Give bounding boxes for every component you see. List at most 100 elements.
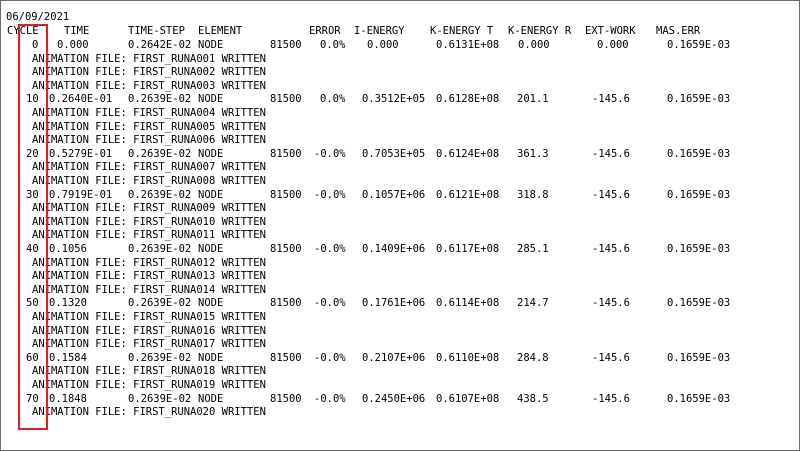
- cycle-row: 60 0.1584 0.2639E-02 NODE 81500 -0.0% 0.2107E+…: [0, 351, 800, 365]
- row-ext-work: -145.6: [592, 93, 630, 106]
- animation-file-message: ANIMATION FILE: FIRST_RUNA011 WRITTEN: [32, 229, 266, 242]
- animation-file-message: ANIMATION FILE: FIRST_RUNA017 WRITTEN: [32, 338, 266, 351]
- animation-file-message: ANIMATION FILE: FIRST_RUNA013 WRITTEN: [32, 270, 266, 283]
- run-date: 06/09/2021: [6, 11, 70, 23]
- row-k-energy-t: 0.6131E+08: [436, 39, 500, 51]
- row-k-energy-r: 284.8: [517, 351, 549, 364]
- row-i-energy: 0.000: [367, 39, 399, 51]
- row-error: -0.0%: [314, 147, 346, 160]
- row-error: -0.0%: [314, 243, 346, 255]
- row-k-energy-r: 0.000: [518, 39, 550, 51]
- row-error: -0.0%: [314, 392, 346, 405]
- row-mas-err: 0.1659E-03: [667, 392, 731, 405]
- cycle-column-highlight: [18, 24, 48, 430]
- row-node: 81500: [270, 147, 302, 160]
- row-k-energy-t: 0.6128E+08: [436, 93, 500, 106]
- row-time-step: 0.2639E-02: [128, 351, 192, 364]
- animation-file-message: ANIMATION FILE: FIRST_RUNA003 WRITTEN: [32, 79, 266, 92]
- row-time-step: 0.2639E-02: [128, 93, 192, 106]
- row-time-step: 0.2639E-02: [128, 147, 192, 160]
- row-time: 0.7919E-01: [49, 188, 113, 201]
- row-node: 81500: [270, 93, 302, 106]
- row-k-energy-r: 214.7: [517, 297, 549, 310]
- animation-file-message: ANIMATION FILE: FIRST_RUNA015 WRITTEN: [32, 311, 266, 323]
- row-node: 81500: [270, 39, 302, 51]
- row-time: 0.1848: [49, 392, 87, 405]
- row-error: -0.0%: [314, 188, 346, 201]
- row-k-energy-t: 0.6110E+08: [436, 351, 500, 364]
- row-time-step: 0.2639E-02: [128, 243, 192, 255]
- row-time: 0.000: [57, 39, 89, 51]
- cycle-row: 40 0.1056 0.2639E-02 NODE 81500 -0.0% 0.1409E+…: [0, 242, 800, 256]
- cycle-row: 50 0.1320 0.2639E-02 NODE 81500 -0.0% 0.1761E+…: [0, 296, 800, 310]
- header-i-energy: I-ENERGY: [354, 25, 405, 37]
- animation-file-message: ANIMATION FILE: FIRST_RUNA005 WRITTEN: [32, 120, 266, 133]
- animation-file-message: ANIMATION FILE: FIRST_RUNA012 WRITTEN: [32, 256, 266, 269]
- row-node: 81500: [270, 351, 302, 364]
- row-cycle: 20: [26, 147, 39, 160]
- row-error: 0.0%: [320, 39, 346, 51]
- row-mas-err: 0.1659E-03: [667, 243, 731, 255]
- row-time: 0.1584: [49, 351, 87, 364]
- row-i-energy: 0.2107E+06: [362, 351, 426, 364]
- header-k-energy-t: K-ENERGY T: [430, 25, 494, 37]
- row-k-energy-t: 0.6107E+08: [436, 392, 500, 405]
- row-k-energy-t: 0.6121E+08: [436, 188, 500, 201]
- header-k-energy-r: K-ENERGY R: [508, 25, 572, 37]
- row-time: 0.5279E-01: [49, 147, 113, 160]
- row-error: 0.0%: [320, 93, 346, 106]
- row-i-energy: 0.1409E+06: [362, 243, 426, 255]
- cycle-row: 70 0.1848 0.2639E-02 NODE 81500 -0.0% 0.2450E+…: [0, 392, 800, 406]
- header-ext-work: EXT-WORK: [585, 25, 636, 37]
- animation-file-message: ANIMATION FILE: FIRST_RUNA018 WRITTEN: [32, 365, 266, 378]
- header-error: ERROR: [309, 25, 341, 37]
- row-element: NODE: [198, 188, 224, 201]
- animation-file-message: ANIMATION FILE: FIRST_RUNA007 WRITTEN: [32, 161, 266, 174]
- row-time-step: 0.2639E-02: [128, 392, 192, 405]
- row-time: 0.2640E-01: [49, 93, 113, 106]
- animation-file-message: ANIMATION FILE: FIRST_RUNA020 WRITTEN: [32, 406, 266, 419]
- row-mas-err: 0.1659E-03: [667, 297, 731, 310]
- row-k-energy-t: 0.6114E+08: [436, 297, 500, 310]
- cycle-row: 10 0.2640E-01 0.2639E-02 NODE 81500 0.0% 0.351…: [0, 92, 800, 106]
- row-i-energy: 0.2450E+06: [362, 392, 426, 405]
- row-mas-err: 0.1659E-03: [667, 147, 731, 160]
- row-k-energy-r: 361.3: [517, 147, 549, 160]
- row-mas-err: 0.1659E-03: [667, 39, 731, 51]
- row-k-energy-r: 201.1: [517, 93, 549, 106]
- row-cycle: 60: [26, 351, 39, 364]
- cycle-row: 30 0.7919E-01 0.2639E-02 NODE 81500 -0.0% 0.10…: [0, 188, 800, 202]
- row-k-energy-r: 318.8: [517, 188, 549, 201]
- row-k-energy-r: 285.1: [517, 243, 549, 255]
- row-time-step: 0.2639E-02: [128, 188, 192, 201]
- row-ext-work: 0.000: [597, 39, 629, 51]
- row-i-energy: 0.1057E+06: [362, 188, 426, 201]
- row-error: -0.0%: [314, 351, 346, 364]
- row-k-energy-r: 438.5: [517, 392, 549, 405]
- row-mas-err: 0.1659E-03: [667, 93, 731, 106]
- row-node: 81500: [270, 243, 302, 255]
- row-k-energy-t: 0.6124E+08: [436, 147, 500, 160]
- row-time-step: 0.2639E-02: [128, 297, 192, 310]
- row-i-energy: 0.3512E+05: [362, 93, 426, 106]
- row-cycle: 40: [26, 243, 39, 255]
- row-element: NODE: [198, 297, 224, 310]
- header-time: TIME: [64, 25, 90, 37]
- row-i-energy: 0.1761E+06: [362, 297, 426, 310]
- row-element: NODE: [198, 243, 224, 255]
- row-ext-work: -145.6: [592, 392, 630, 405]
- row-cycle: 70: [26, 392, 39, 405]
- animation-file-message: ANIMATION FILE: FIRST_RUNA008 WRITTEN: [32, 175, 266, 187]
- row-node: 81500: [270, 188, 302, 201]
- row-ext-work: -145.6: [592, 147, 630, 160]
- row-error: -0.0%: [314, 297, 346, 310]
- cycle-row: 0 0.000 0.2642E-02 NODE 81500 0.0% 0.000 0.6131…: [0, 38, 800, 52]
- row-time-step: 0.2642E-02: [128, 39, 192, 51]
- row-cycle: 10: [26, 93, 39, 106]
- animation-file-message: ANIMATION FILE: FIRST_RUNA016 WRITTEN: [32, 324, 266, 337]
- animation-file-message: ANIMATION FILE: FIRST_RUNA002 WRITTEN: [32, 66, 266, 79]
- row-element: NODE: [198, 93, 224, 106]
- row-ext-work: -145.6: [592, 243, 630, 255]
- row-ext-work: -145.6: [592, 188, 630, 201]
